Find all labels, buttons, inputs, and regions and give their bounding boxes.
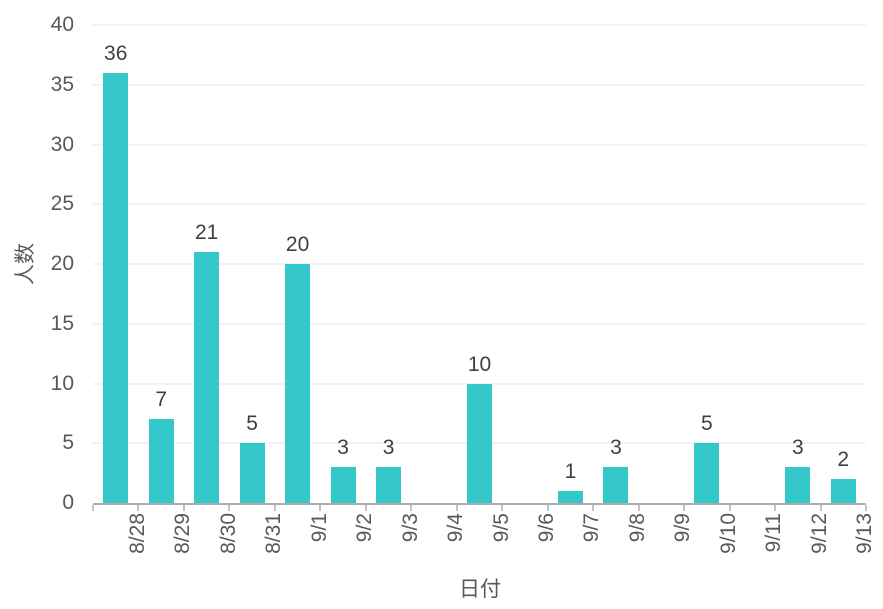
x-tick-label: 9/1 — [307, 513, 331, 543]
bar — [285, 264, 311, 503]
x-tick-label: 9/4 — [444, 513, 468, 543]
bar — [330, 467, 356, 503]
x-axis-tick — [137, 505, 140, 511]
x-axis-tick — [683, 505, 686, 511]
bar-value-label: 5 — [246, 412, 258, 436]
bar — [785, 467, 811, 503]
gridline — [93, 322, 866, 325]
bar-value-label: 10 — [467, 352, 492, 376]
bar — [239, 443, 265, 503]
y-tick-label: 25 — [50, 192, 74, 216]
y-tick-label: 5 — [62, 431, 74, 455]
bar — [194, 252, 220, 503]
bar — [148, 419, 174, 503]
x-axis-tick — [728, 505, 731, 511]
bar-value-label: 21 — [194, 221, 219, 245]
bar-value-label: 3 — [382, 436, 395, 460]
y-tick-label: 35 — [50, 72, 74, 96]
x-tick-label: 8/28 — [125, 513, 149, 554]
x-axis-tick — [364, 505, 367, 511]
bar-value-label: 3 — [610, 436, 622, 460]
bar — [103, 72, 129, 503]
gridline — [93, 203, 866, 206]
x-axis-tick — [546, 505, 549, 511]
x-axis-tick — [455, 505, 458, 511]
x-tick-label: 9/12 — [807, 513, 831, 554]
x-tick-label: 9/7 — [580, 513, 604, 543]
bar-value-label: 3 — [337, 436, 349, 460]
x-tick-label: 9/3 — [398, 513, 422, 543]
x-axis-tick — [637, 505, 640, 511]
bar — [467, 383, 492, 503]
x-axis-tick — [410, 505, 413, 511]
x-axis-tick — [774, 505, 777, 511]
x-tick-label: 9/11 — [762, 513, 786, 553]
bar-value-label: 36 — [104, 41, 128, 65]
x-axis-tick — [182, 505, 185, 511]
x-axis-tick — [319, 505, 322, 511]
y-tick-label: 40 — [50, 13, 74, 36]
y-tick-label: 10 — [50, 371, 74, 395]
bar — [694, 443, 720, 503]
x-tick-label: 8/31 — [262, 513, 286, 554]
x-axis-tick — [592, 505, 595, 511]
x-tick-label: 9/8 — [625, 513, 649, 543]
gridline — [93, 24, 866, 26]
x-axis-tick — [273, 505, 276, 511]
bar-value-label: 7 — [155, 388, 168, 412]
bar-value-label: 3 — [791, 436, 804, 460]
gridline — [93, 263, 866, 265]
x-axis-tick — [865, 505, 867, 511]
x-axis-line — [93, 503, 866, 505]
x-axis-tick — [501, 505, 504, 511]
x-tick-label: 9/6 — [534, 513, 558, 543]
bar-value-label: 20 — [285, 233, 310, 256]
y-tick-label: 20 — [50, 252, 74, 275]
bar — [603, 467, 629, 503]
gridline — [93, 143, 866, 146]
bar-value-label: 5 — [701, 412, 713, 436]
x-tick-label: 9/2 — [353, 513, 377, 543]
x-axis-tick — [228, 505, 231, 511]
y-tick-label: 0 — [62, 491, 74, 514]
x-axis-title: 日付 — [459, 578, 501, 601]
y-tick-label: 30 — [50, 132, 74, 156]
y-tick-label: 15 — [50, 311, 74, 335]
x-tick-label: 8/29 — [171, 513, 195, 554]
x-axis-tick — [819, 505, 822, 511]
x-tick-label: 9/13 — [853, 513, 877, 554]
x-axis-tick — [92, 505, 94, 511]
bar — [830, 479, 856, 503]
x-tick-label: 9/10 — [716, 513, 740, 554]
x-tick-label: 9/9 — [671, 513, 695, 543]
gridline — [93, 83, 866, 86]
x-tick-label: 9/5 — [489, 513, 513, 543]
bar — [557, 491, 583, 503]
bar-value-label: 2 — [837, 448, 850, 472]
x-tick-label: 8/30 — [216, 513, 240, 554]
bar-value-label: 1 — [564, 460, 577, 484]
bar — [376, 467, 402, 503]
